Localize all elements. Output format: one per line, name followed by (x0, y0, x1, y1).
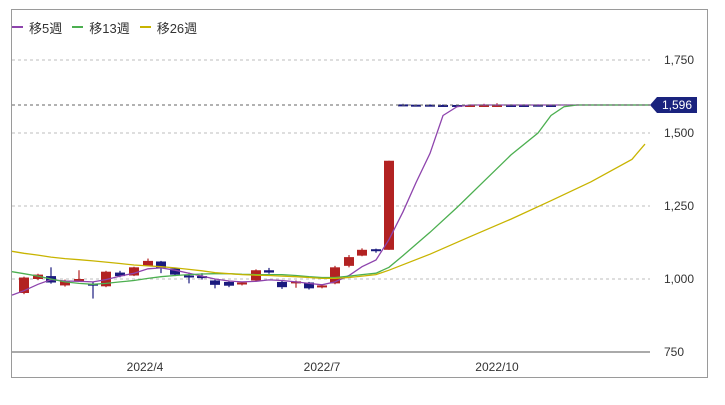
legend-swatch-ma26 (139, 26, 151, 28)
candle (452, 104, 462, 107)
candle (492, 104, 502, 107)
candle (264, 270, 274, 273)
candle (237, 282, 247, 285)
candle (411, 104, 421, 107)
candle (344, 257, 354, 266)
ma-line (11, 104, 650, 296)
candle (129, 267, 139, 276)
candle (60, 280, 70, 286)
x-tick-label: 2022/10 (475, 360, 519, 374)
legend-item-ma26[interactable]: 移26週 (139, 18, 198, 37)
candle (384, 160, 394, 250)
legend-item-ma5[interactable]: 移5週 (12, 18, 62, 37)
candle (210, 280, 220, 285)
price-badge-label: 1,596 (662, 98, 692, 112)
current-price-marker: 1,596 (12, 96, 697, 113)
y-axis-labels: 1,750 1,500 1,250 1,000 750 (664, 53, 694, 359)
candle (197, 276, 207, 279)
candle (317, 285, 327, 288)
legend-label-ma5: 移5週 (29, 20, 63, 36)
x-axis-labels: 2022/4 2022/7 2022/10 (127, 360, 519, 374)
candle (277, 281, 287, 288)
ma-line (11, 104, 650, 285)
legend-item-ma13[interactable]: 移13週 (72, 18, 130, 37)
candle (425, 104, 435, 107)
candle (170, 268, 180, 275)
candle (33, 274, 43, 279)
candle (438, 104, 448, 107)
price-badge (650, 96, 697, 113)
y-tick-label: 1,250 (664, 199, 694, 213)
candle (74, 279, 84, 281)
chart-frame (11, 9, 708, 378)
y-tick-label: 1,500 (664, 126, 694, 140)
y-tick-label: 750 (664, 345, 684, 359)
candle (533, 104, 543, 107)
legend-swatch-ma13 (72, 26, 84, 28)
candle (330, 267, 340, 284)
x-tick-label: 2022/4 (127, 360, 164, 374)
candle (546, 104, 556, 107)
candle (371, 249, 381, 252)
candle (304, 282, 314, 289)
legend-label-ma13: 移13週 (89, 20, 130, 36)
x-tick-label: 2022/7 (304, 360, 341, 374)
candle (143, 260, 153, 266)
legend-swatch-ma5 (12, 26, 23, 28)
candle (19, 277, 29, 294)
chart-legend: 移5週 移13週 移26週 (12, 17, 207, 37)
candle (357, 249, 367, 256)
candle (506, 104, 516, 107)
moving-average-lines (11, 104, 650, 296)
ma-line (11, 143, 646, 280)
candle (465, 104, 475, 107)
candle (115, 272, 125, 277)
legend-label-ma26: 移26週 (156, 20, 198, 36)
candle (184, 275, 194, 278)
gridlines (12, 59, 650, 353)
y-tick-label: 1,750 (664, 53, 694, 67)
candle (156, 261, 166, 268)
candle (519, 104, 529, 107)
candle (479, 104, 489, 107)
y-tick-label: 1,000 (664, 272, 694, 286)
candle (224, 281, 234, 286)
